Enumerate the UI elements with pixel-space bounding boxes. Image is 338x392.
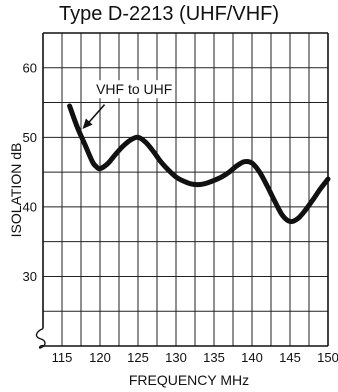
chart-title: Type D-2213 (UHF/VHF) [58, 3, 280, 25]
y-tick-label: 60 [23, 60, 37, 75]
grid [43, 33, 328, 346]
annotation-label-background [94, 80, 175, 99]
x-tick-label: 140 [241, 350, 263, 365]
axis-break-mark [35, 327, 46, 349]
x-tick-label: 135 [203, 350, 225, 365]
annotation-arrow-line [85, 104, 106, 126]
annotation-layer: VHF to UHF [82, 80, 175, 129]
y-tick-label: 30 [23, 269, 37, 284]
x-tick-label: 145 [279, 350, 301, 365]
series-layer [67, 103, 331, 225]
y-tick-label: 50 [23, 130, 37, 145]
y-axis-label: ISOLATION dB [8, 143, 24, 238]
y-tick-label: 40 [23, 199, 37, 214]
annotation-label: VHF to UHF [96, 81, 172, 97]
isolation-curve [67, 103, 331, 225]
plot-frame [35, 32, 329, 349]
x-tick-label: 125 [127, 350, 149, 365]
x-tick-label: 130 [165, 350, 187, 365]
x-tick-label: 150 [317, 350, 338, 365]
x-tick-label: 120 [89, 350, 111, 365]
tick-labels: 115 120 125 130 135 140 145 150 30 40 50 60 [23, 60, 338, 365]
x-axis-label: FREQUENCY MHz [129, 372, 249, 388]
x-tick-label: 115 [52, 350, 73, 365]
annotation-arrow-head [82, 118, 93, 129]
